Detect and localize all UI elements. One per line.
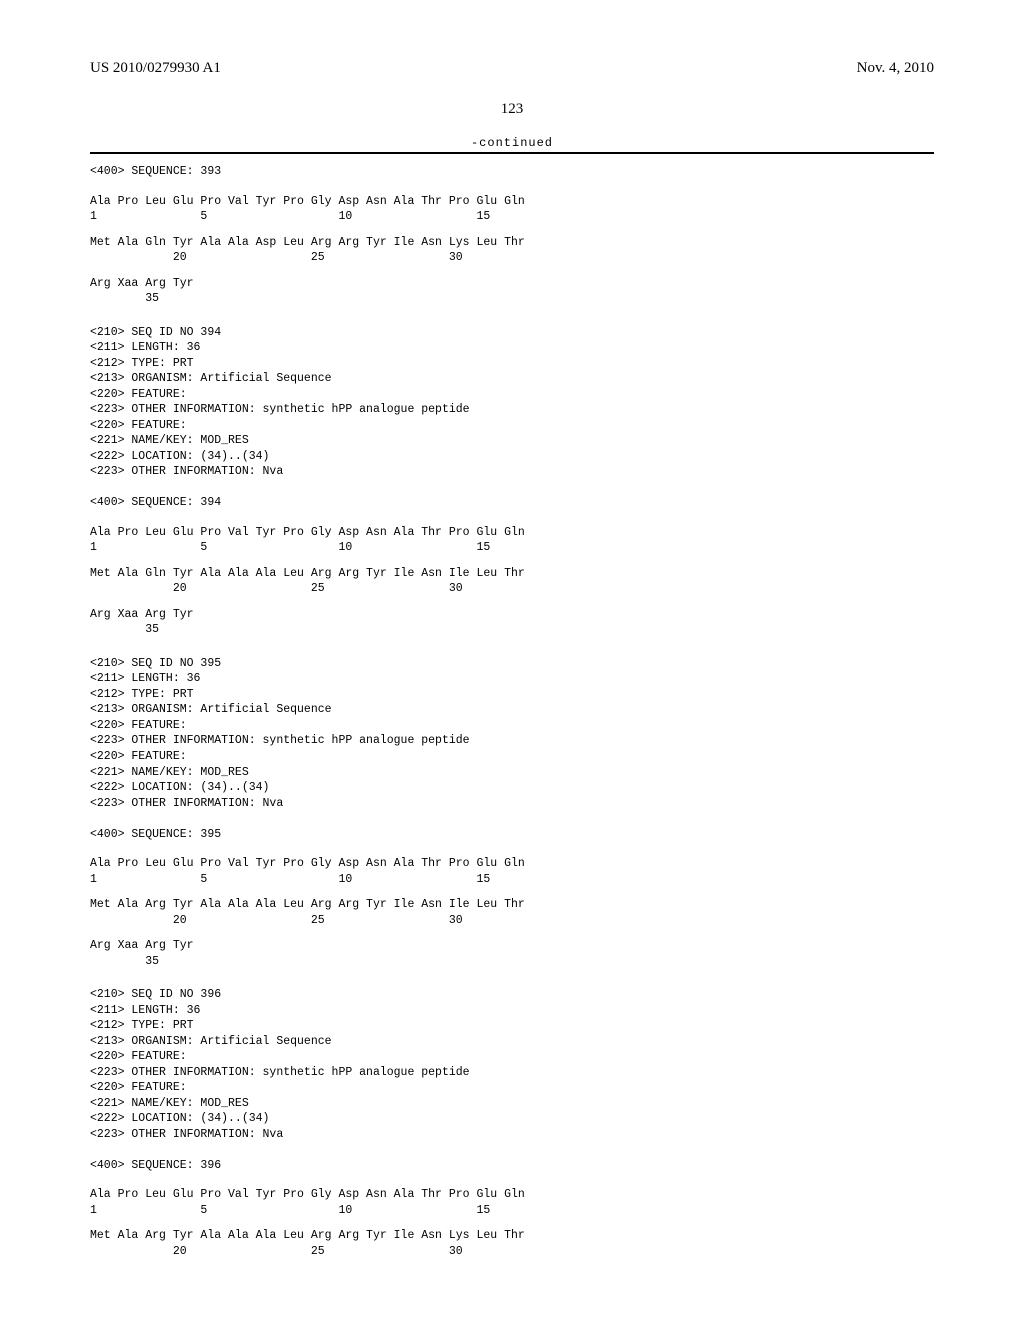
position-line: 20 25 30 (90, 250, 934, 266)
residue-line: Arg Xaa Arg Tyr (90, 276, 934, 292)
publication-number: US 2010/0279930 A1 (90, 60, 221, 77)
sequence-entry: <210> SEQ ID NO 396 <211> LENGTH: 36 <21… (90, 987, 934, 1259)
sequence-entry: <210> SEQ ID NO 394 <211> LENGTH: 36 <21… (90, 325, 934, 638)
residue-line: Ala Pro Leu Glu Pro Val Tyr Pro Gly Asp … (90, 525, 934, 541)
sequence-metadata: <210> SEQ ID NO 396 <211> LENGTH: 36 <21… (90, 987, 934, 1173)
residue-line: Met Ala Arg Tyr Ala Ala Ala Leu Arg Arg … (90, 1228, 934, 1244)
publication-date: Nov. 4, 2010 (857, 60, 934, 77)
page-header: US 2010/0279930 A1 Nov. 4, 2010 (90, 60, 934, 77)
residue-line: Met Ala Gln Tyr Ala Ala Asp Leu Arg Arg … (90, 235, 934, 251)
residue-line: Ala Pro Leu Glu Pro Val Tyr Pro Gly Asp … (90, 194, 934, 210)
sequence-entry: <400> SEQUENCE: 393 Ala Pro Leu Glu Pro V… (90, 164, 934, 307)
sequence-metadata: <400> SEQUENCE: 393 (90, 164, 934, 180)
position-line: 20 25 30 (90, 581, 934, 597)
divider (90, 152, 934, 154)
position-line: 1 5 10 15 (90, 1203, 934, 1219)
position-line: 1 5 10 15 (90, 209, 934, 225)
sequence-metadata: <210> SEQ ID NO 394 <211> LENGTH: 36 <21… (90, 325, 934, 511)
position-line: 20 25 30 (90, 1244, 934, 1260)
continued-label: -continued (90, 136, 934, 150)
position-line: 1 5 10 15 (90, 872, 934, 888)
sequence-listing: <400> SEQUENCE: 393 Ala Pro Leu Glu Pro V… (90, 164, 934, 1259)
residue-line: Met Ala Gln Tyr Ala Ala Ala Leu Arg Arg … (90, 566, 934, 582)
residue-line: Arg Xaa Arg Tyr (90, 607, 934, 623)
position-line: 20 25 30 (90, 913, 934, 929)
page-number: 123 (90, 101, 934, 118)
residue-line: Ala Pro Leu Glu Pro Val Tyr Pro Gly Asp … (90, 1187, 934, 1203)
page-container: US 2010/0279930 A1 Nov. 4, 2010 123 -con… (0, 0, 1024, 1317)
position-line: 1 5 10 15 (90, 540, 934, 556)
position-line: 35 (90, 954, 934, 970)
sequence-metadata: <210> SEQ ID NO 395 <211> LENGTH: 36 <21… (90, 656, 934, 842)
residue-line: Ala Pro Leu Glu Pro Val Tyr Pro Gly Asp … (90, 856, 934, 872)
position-line: 35 (90, 291, 934, 307)
position-line: 35 (90, 622, 934, 638)
sequence-entry: <210> SEQ ID NO 395 <211> LENGTH: 36 <21… (90, 656, 934, 969)
residue-line: Met Ala Arg Tyr Ala Ala Ala Leu Arg Arg … (90, 897, 934, 913)
residue-line: Arg Xaa Arg Tyr (90, 938, 934, 954)
